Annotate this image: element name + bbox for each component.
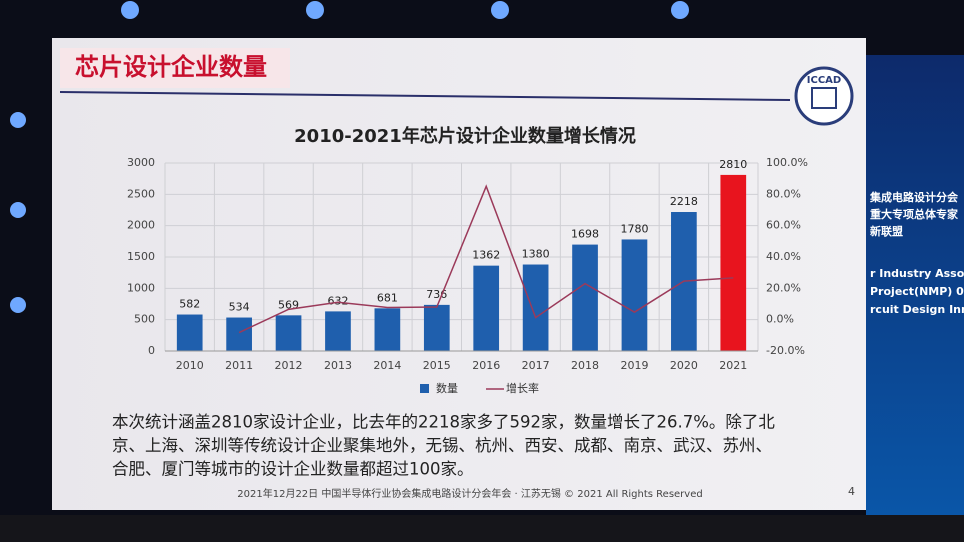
- y-tick-label: 2500: [127, 187, 155, 200]
- bar: [720, 174, 747, 351]
- x-tick-label: 2014: [373, 359, 401, 372]
- logo-chip: [811, 87, 837, 109]
- x-tick-label: 2019: [620, 359, 648, 372]
- y-tick-label: 3000: [127, 156, 155, 169]
- x-tick-label: 2018: [571, 359, 599, 372]
- bar: [522, 264, 549, 351]
- chart-title: 2010-2021年芯片设计企业数量增长情况: [294, 125, 636, 147]
- stage-light: [671, 1, 689, 19]
- stage-light: [10, 202, 26, 218]
- data-label: 736: [426, 288, 447, 301]
- data-label: 632: [327, 294, 348, 307]
- y2-tick-label: 0.0%: [766, 313, 794, 326]
- data-label: 681: [377, 291, 398, 304]
- x-tick-label: 2012: [275, 359, 303, 372]
- data-label: 582: [179, 298, 200, 311]
- side-screen: [866, 55, 964, 515]
- stage-light: [121, 1, 139, 19]
- bar: [423, 304, 450, 351]
- y2-tick-label: 100.0%: [766, 156, 808, 169]
- y-tick-label: 1500: [127, 250, 155, 263]
- y-tick-label: 0: [148, 344, 155, 357]
- data-label: 2218: [670, 195, 698, 208]
- title-rule: [59, 91, 791, 101]
- logo-text: ICCAD: [807, 75, 841, 86]
- footer: 2021年12月22日 中国半导体行业协会集成电路设计分会年会 · 江苏无锡 ©…: [237, 487, 702, 500]
- bar: [325, 311, 351, 351]
- stage-light: [10, 297, 26, 313]
- bar: [176, 314, 203, 351]
- x-tick-label: 2013: [324, 359, 352, 372]
- side-screen-text: 重大专项总体专家: [870, 207, 959, 221]
- paragraph-line: 合肥、厦门等城市的设计企业数量都超过100家。: [112, 460, 474, 479]
- title-band: [60, 48, 290, 88]
- data-label: 1380: [522, 248, 550, 261]
- side-screen-text: r Industry Associ: [870, 267, 964, 280]
- y-tick-label: 2000: [127, 219, 155, 232]
- y2-tick-label: 80.0%: [766, 187, 801, 200]
- y2-tick-label: 20.0%: [766, 281, 801, 294]
- y-tick-label: 500: [134, 313, 155, 326]
- data-label: 1780: [620, 222, 648, 235]
- page-number: 4: [848, 485, 855, 498]
- data-label: 1698: [571, 228, 599, 241]
- y2-tick-label: 40.0%: [766, 250, 801, 263]
- audience: [0, 515, 964, 542]
- legend-label: 增长率: [506, 381, 539, 395]
- side-screen-text: 新联盟: [870, 224, 903, 238]
- bar: [275, 315, 302, 351]
- data-label: 2810: [719, 158, 747, 171]
- slide-title: 芯片设计企业数量: [75, 53, 267, 81]
- bar: [374, 308, 401, 351]
- data-label: 534: [229, 301, 250, 314]
- x-tick-label: 2021: [719, 359, 747, 372]
- bar: [572, 244, 598, 351]
- stage-light: [10, 112, 26, 128]
- bar: [473, 265, 500, 351]
- x-tick-label: 2016: [472, 359, 500, 372]
- x-tick-label: 2017: [522, 359, 550, 372]
- side-screen-text: Project(NMP) 01: [870, 285, 964, 298]
- bar: [621, 239, 648, 351]
- paragraph-line: 本次统计涵盖2810家设计企业，比去年的2218家多了592家，数量增长了26.…: [112, 413, 775, 432]
- x-tick-label: 2020: [670, 359, 698, 372]
- bar: [226, 317, 252, 351]
- growth-line: [238, 184, 734, 334]
- side-screen-text: 集成电路设计分会: [869, 190, 959, 204]
- x-tick-label: 2015: [423, 359, 451, 372]
- paragraph-line: 京、上海、深圳等传统设计企业聚集地外，无锡、杭州、西安、成都、南京、武汉、苏州、: [112, 436, 772, 455]
- x-tick-label: 2011: [225, 359, 253, 372]
- y2-tick-label: 60.0%: [766, 219, 801, 232]
- stage-light: [491, 1, 509, 19]
- y2-tick-label: -20.0%: [766, 344, 805, 357]
- x-tick-label: 2010: [176, 359, 204, 372]
- side-screen-text: rcuit Design Innov: [870, 303, 964, 316]
- y-tick-label: 1000: [127, 281, 155, 294]
- stage-light: [306, 1, 324, 19]
- legend-label: 数量: [436, 382, 458, 395]
- legend-swatch: [420, 384, 429, 393]
- data-label: 1362: [472, 249, 500, 262]
- logo: [794, 66, 854, 126]
